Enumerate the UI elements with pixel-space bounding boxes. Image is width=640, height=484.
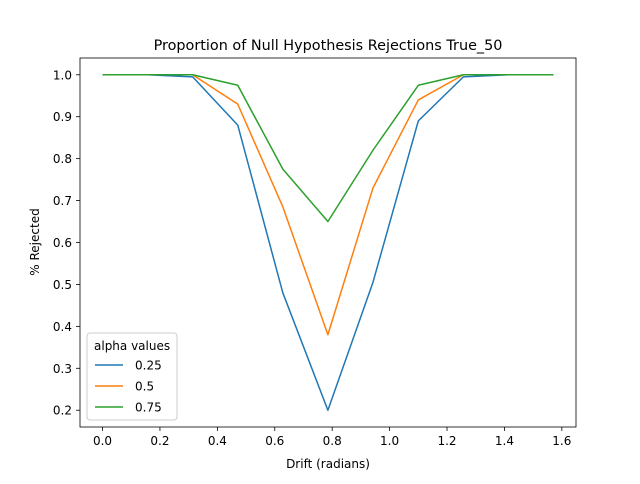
legend-box <box>86 332 178 421</box>
legend-title: alpha values <box>94 339 170 353</box>
x-axis-ticks: 0.0 0.2 0.4 0.6 0.8 1.0 1.2 1.4 1.6 <box>93 427 571 448</box>
x-tick-label: 0.8 <box>323 434 342 448</box>
series-line-0.25 <box>102 74 554 411</box>
x-tick-label: 1.6 <box>552 434 571 448</box>
y-tick-label: 0.6 <box>53 236 72 250</box>
x-axis-label: Drift (radians) <box>286 457 370 471</box>
x-tick-label: 0.2 <box>150 434 169 448</box>
chart-title: Proportion of Null Hypothesis Rejections… <box>154 38 503 54</box>
y-tick-label: 1.0 <box>53 68 72 82</box>
x-tick-label: 0.6 <box>265 434 284 448</box>
y-axis-ticks: 0.2 0.3 0.4 0.5 0.6 0.7 0.8 0.9 1.0 <box>53 68 80 418</box>
legend-label: 0.5 <box>135 380 154 394</box>
y-tick-label: 0.9 <box>53 110 72 124</box>
legend-label: 0.75 <box>135 401 162 415</box>
y-tick-label: 0.5 <box>53 278 72 292</box>
x-tick-label: 1.4 <box>495 434 514 448</box>
x-tick-label: 1.0 <box>380 434 399 448</box>
y-tick-label: 0.8 <box>53 152 72 166</box>
x-tick-label: 0.0 <box>93 434 112 448</box>
legend: alpha values 0.25 0.5 0.75 <box>86 332 178 421</box>
y-tick-label: 0.7 <box>53 194 72 208</box>
x-tick-label: 0.4 <box>208 434 227 448</box>
plot-lines <box>102 74 554 411</box>
y-tick-label: 0.4 <box>53 320 72 334</box>
y-axis-label: % Rejected <box>28 208 42 275</box>
series-line-0.75 <box>102 74 554 223</box>
y-tick-label: 0.3 <box>53 362 72 376</box>
legend-label: 0.25 <box>135 359 162 373</box>
x-tick-label: 1.2 <box>437 434 456 448</box>
y-tick-label: 0.2 <box>53 404 72 418</box>
